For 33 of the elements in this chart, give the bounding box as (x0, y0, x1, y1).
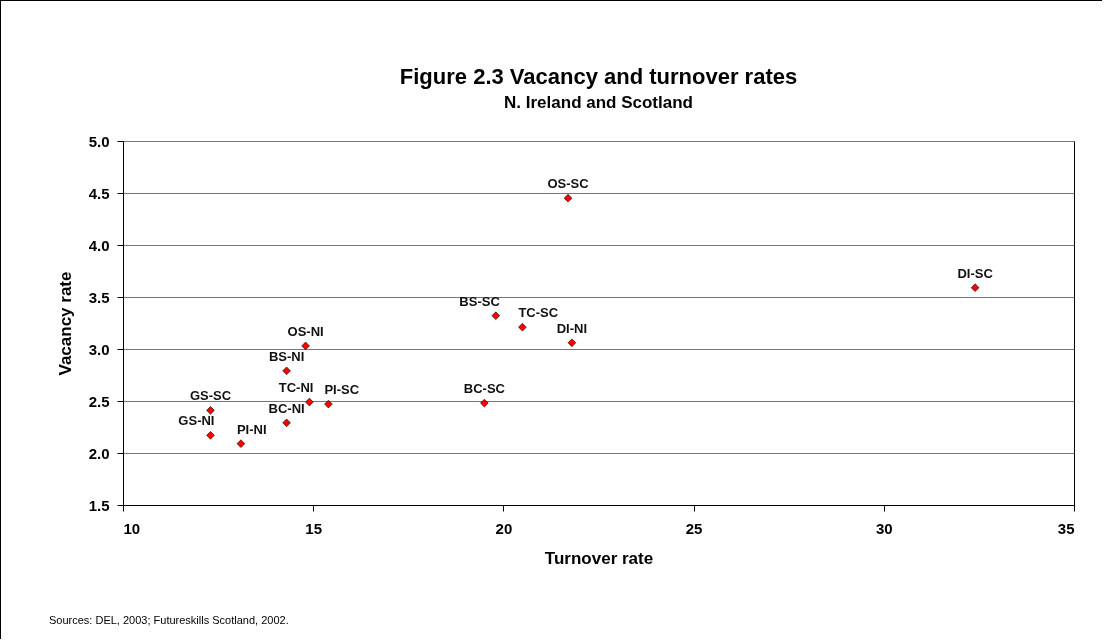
y-tick-label: 2.0 (88, 444, 110, 462)
annotation: BS-NI (268, 348, 305, 364)
x-tick-label: 15 (305, 519, 323, 537)
y-axis-title: Vacancy rate (55, 271, 75, 376)
annotation: BS-SC (459, 293, 501, 309)
y-tick-label: 4.5 (88, 184, 110, 202)
annotation: OS-SC (547, 176, 590, 192)
annotation: GS-SC (189, 388, 232, 404)
chart-subtitle: N. Ireland and Scotland (504, 93, 693, 112)
x-tick-label: 30 (875, 519, 893, 537)
annotation: TC-SC (518, 305, 559, 321)
annotation: BC-NI (268, 400, 305, 416)
y-tick-label: 2.5 (88, 392, 110, 410)
x-tick-label: 10 (123, 519, 141, 537)
source-note: Sources: DEL, 2003; Futureskills Scotland, 2002. (49, 614, 289, 626)
annotation: TC-NI (278, 380, 314, 396)
annotation: DI-SC (957, 265, 994, 281)
x-tick-label: 20 (495, 519, 513, 537)
x-tick-label: 35 (1057, 519, 1075, 537)
annotation: DI-NI (556, 320, 588, 336)
annotation: BC-SC (463, 381, 506, 397)
y-tick-label: 4.0 (88, 236, 110, 254)
y-tick-label: 3.0 (88, 340, 110, 358)
y-tick-label: 1.5 (88, 496, 110, 514)
chart-title: Figure 2.3 Vacancy and turnover rates (399, 64, 798, 89)
annotation: GS-NI (178, 413, 215, 429)
annotation: PI-SC (324, 382, 360, 398)
y-tick-label: 3.5 (88, 288, 110, 306)
y-tick-label: 5.0 (88, 132, 110, 150)
annotation: PI-NI (236, 421, 267, 437)
annotation: OS-NI (287, 323, 324, 339)
x-axis-title: Turnover rate (544, 548, 654, 568)
x-tick-label: 25 (685, 519, 703, 537)
